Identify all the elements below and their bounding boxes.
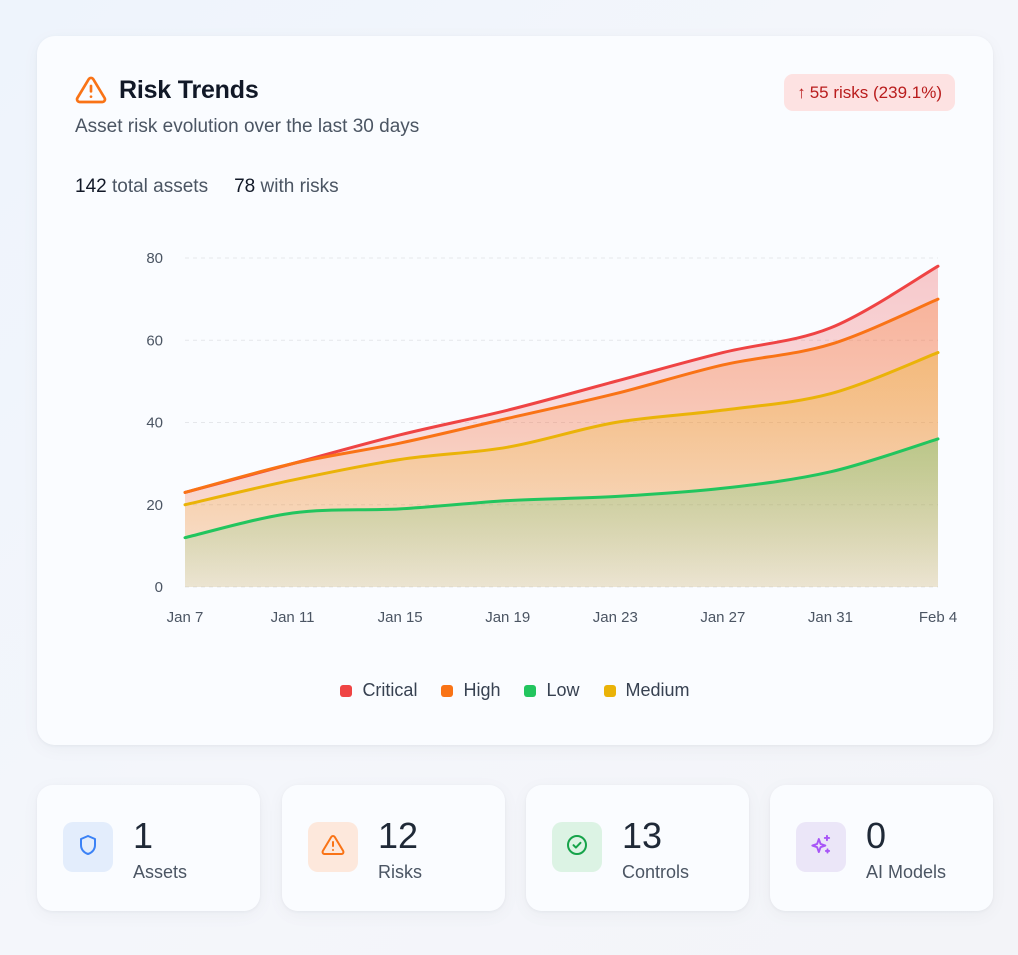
y-tick-label: 80 <box>146 250 163 267</box>
risks-label: Risks <box>378 862 422 882</box>
y-tick-label: 40 <box>146 415 163 432</box>
legend-swatch <box>441 684 454 697</box>
assets-label: Assets <box>133 862 188 882</box>
ai-models-count: 0 <box>866 815 887 856</box>
total-assets-label: total assets <box>111 176 209 197</box>
low-series-line <box>183 437 940 540</box>
assets-count: 1 <box>133 815 154 856</box>
risks-stat-card[interactable]: 12 Risks <box>282 785 505 911</box>
chart-legend: Critical High Low Medium <box>37 680 993 701</box>
legend-item-high[interactable]: High <box>441 680 500 701</box>
x-tick-label: Jan 19 <box>485 609 530 626</box>
warning-triangle-icon <box>321 833 345 862</box>
arrow-up-icon: ↑ <box>797 82 806 102</box>
ai-models-label: AI Models <box>866 862 947 882</box>
ai-models-stat-card[interactable]: 0 AI Models <box>770 785 993 911</box>
x-tick-label: Jan 31 <box>808 609 853 626</box>
x-tick-label: Feb 4 <box>919 609 957 626</box>
legend-label: Low <box>546 680 580 700</box>
risk-trends-card: Risk Trends Asset risk evolution over th… <box>37 36 993 745</box>
check-circle-icon <box>565 833 589 862</box>
y-tick-label: 0 <box>155 579 163 596</box>
legend-swatch <box>340 684 353 697</box>
total-assets-value: 142 <box>75 176 107 197</box>
with-risks-stat: 78 with risks <box>234 176 339 198</box>
legend-swatch <box>603 684 616 697</box>
sparkles-icon <box>808 832 834 863</box>
y-tick-label: 60 <box>146 332 163 349</box>
controls-stat-card[interactable]: 13 Controls <box>526 785 749 911</box>
risks-count: 12 <box>378 815 419 856</box>
trend-badge-text: 55 risks (239.1%) <box>809 82 942 102</box>
assets-stat-card[interactable]: 1 Assets <box>37 785 260 911</box>
total-assets-stat: 142 total assets <box>75 176 208 198</box>
card-title: Risk Trends <box>119 75 259 104</box>
legend-label: Critical <box>362 680 418 700</box>
card-subtitle: Asset risk evolution over the last 30 da… <box>75 116 420 137</box>
legend-item-critical[interactable]: Critical <box>340 680 417 701</box>
with-risks-value: 78 <box>234 176 256 197</box>
x-tick-label: Jan 7 <box>167 609 204 626</box>
legend-label: High <box>463 680 501 700</box>
card-header: Risk Trends <box>75 74 259 106</box>
trend-badge: ↑ 55 risks (239.1%) <box>784 74 955 111</box>
shield-icon <box>76 833 100 862</box>
controls-count: 13 <box>622 815 663 856</box>
controls-label: Controls <box>622 862 690 882</box>
legend-item-low[interactable]: Low <box>524 680 580 701</box>
x-tick-label: Jan 27 <box>700 609 745 626</box>
assets-icon-tile <box>63 822 113 872</box>
warning-triangle-icon <box>75 74 107 106</box>
low-area <box>185 438 938 587</box>
medium-series-line <box>183 351 940 507</box>
x-tick-label: Jan 15 <box>378 609 423 626</box>
summary-stats: 142 total assets 78 with risks <box>75 176 339 198</box>
controls-icon-tile <box>552 822 602 872</box>
legend-swatch <box>524 684 537 697</box>
high-series-line <box>183 297 940 494</box>
with-risks-label: with risks <box>260 176 339 197</box>
legend-item-medium[interactable]: Medium <box>603 680 690 701</box>
ai-models-icon-tile <box>796 822 846 872</box>
x-tick-label: Jan 11 <box>271 609 315 626</box>
legend-label: Medium <box>625 680 690 700</box>
y-tick-label: 20 <box>146 497 163 514</box>
x-tick-label: Jan 23 <box>593 609 638 626</box>
risks-icon-tile <box>308 822 358 872</box>
risk-trend-chart: 0 20 40 60 80 Jan 7 Jan 11 Jan 15 Jan 19 Jan 23 Ja… <box>146 250 957 626</box>
